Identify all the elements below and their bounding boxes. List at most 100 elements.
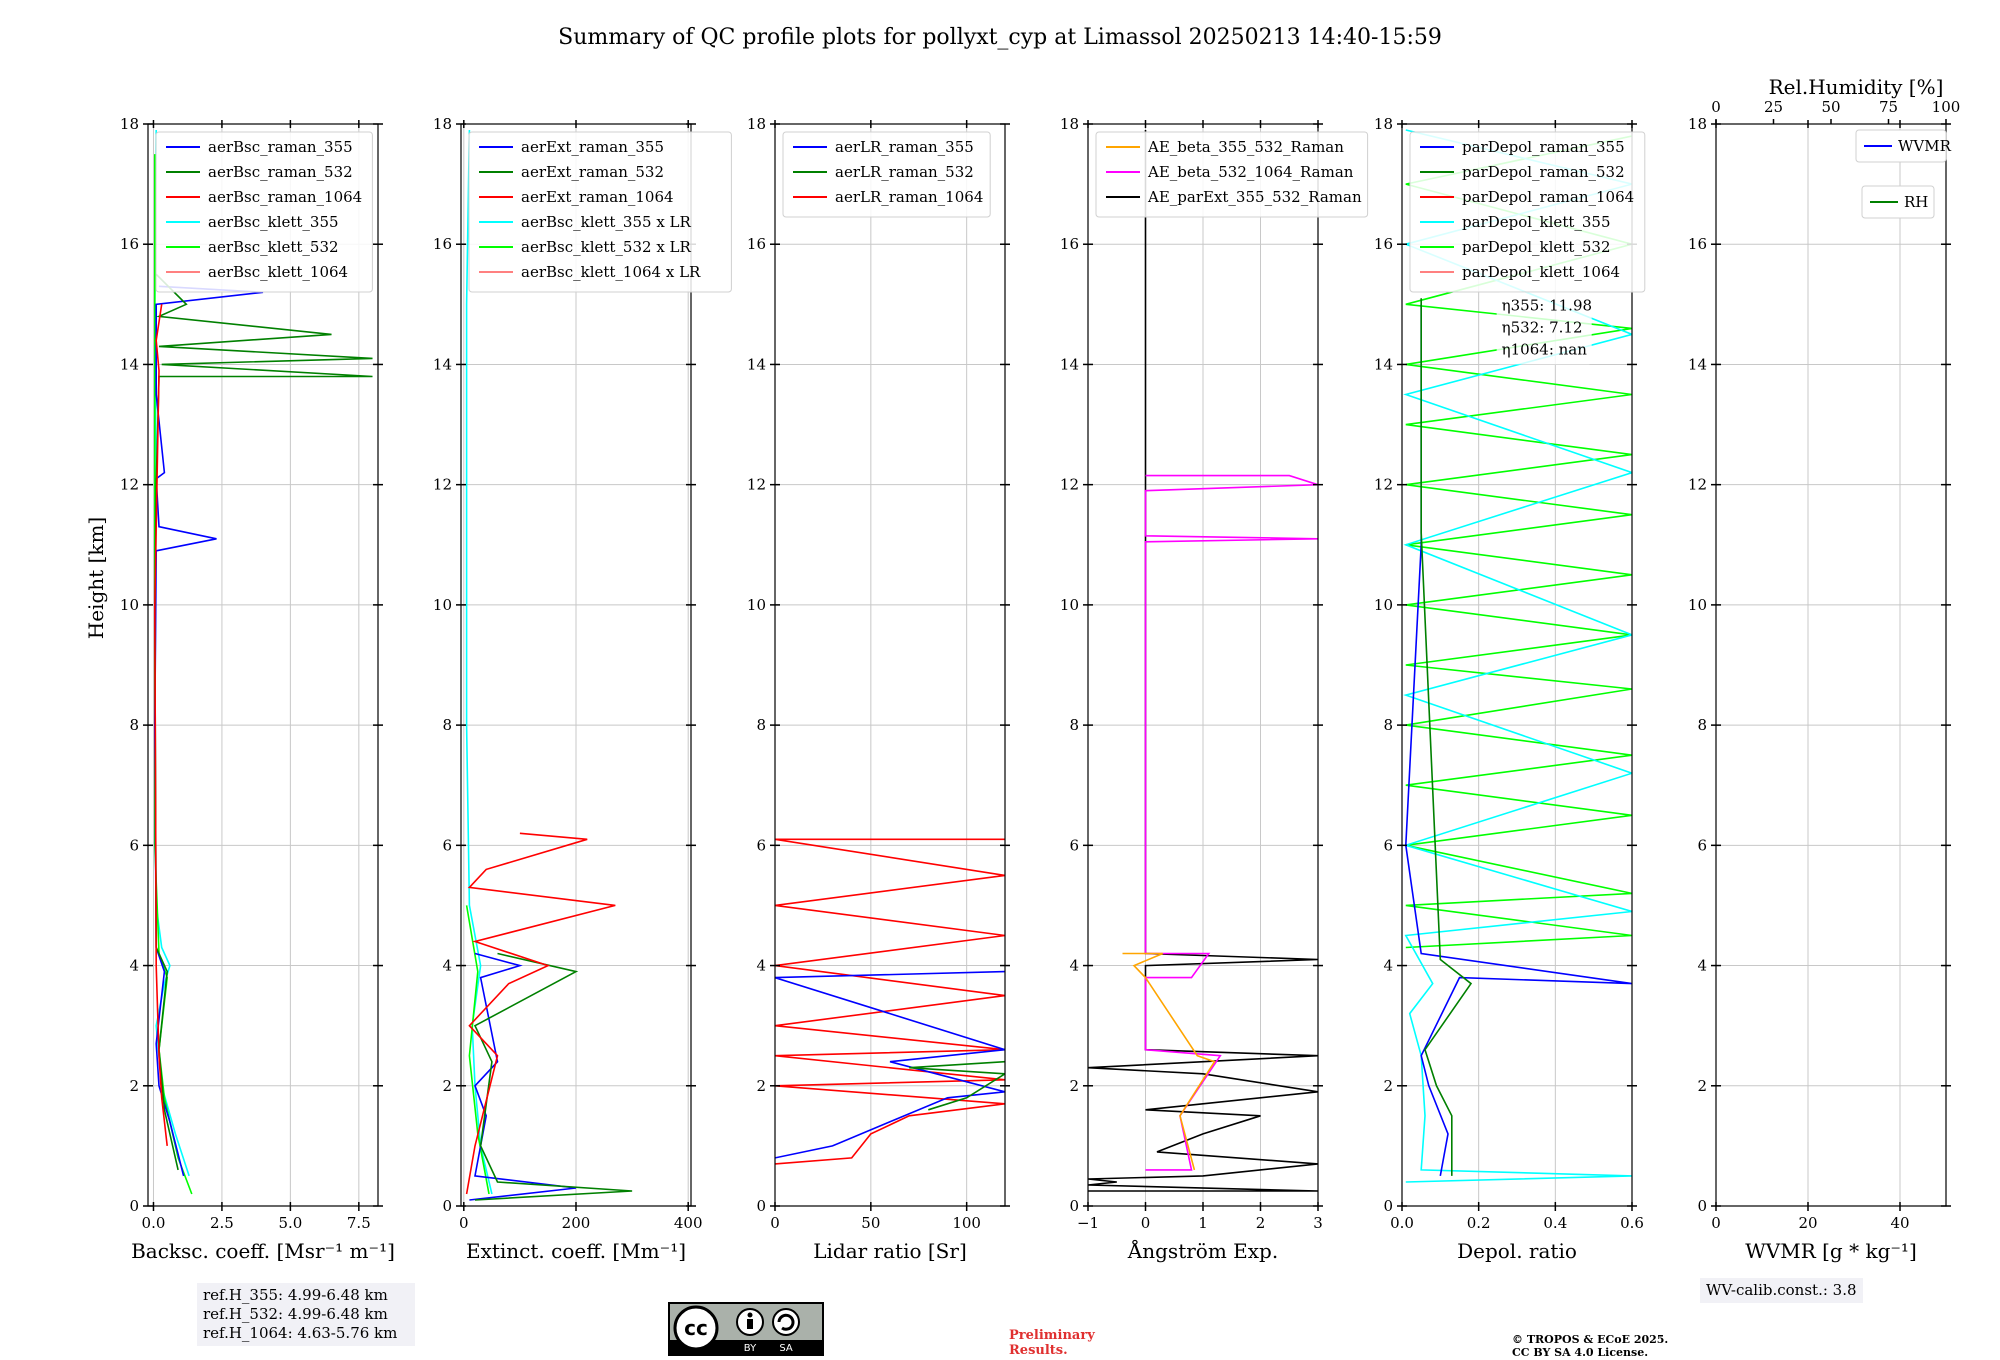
y-tick-label: 4 xyxy=(1069,957,1079,975)
series-aerBsc_raman_355 xyxy=(153,285,264,1177)
legend-label: aerBsc_klett_532 xyxy=(208,238,339,256)
y-tick-label: 2 xyxy=(756,1077,766,1095)
y-tick-label: 8 xyxy=(442,716,452,734)
legend-label: aerBsc_klett_1064 x LR xyxy=(521,263,701,281)
cc-symbol: cc xyxy=(684,1316,708,1340)
y-tick-label: 4 xyxy=(442,957,452,975)
series-group xyxy=(465,129,633,1201)
y-tick-label: 2 xyxy=(1697,1077,1707,1095)
y-tick-label: 10 xyxy=(1688,596,1707,614)
annotation-line: η355: 11.98 xyxy=(1502,296,1592,314)
y-tick-label: 14 xyxy=(747,355,766,373)
y-axis-label: Height [km] xyxy=(84,517,108,639)
y-tick-label: 0 xyxy=(1069,1197,1079,1215)
y-tick-label: 10 xyxy=(433,596,452,614)
legend-label: aerBsc_klett_355 x LR xyxy=(521,213,692,231)
series-aerExt_raman_355 xyxy=(469,952,577,1201)
x-axis-label: Depol. ratio xyxy=(1457,1239,1577,1263)
series-parDepol_raman_532 xyxy=(1420,298,1473,1176)
y-tick-label: 18 xyxy=(747,115,766,133)
legend-label: AE_beta_532_1064_Raman xyxy=(1147,163,1354,181)
legend-label: aerLR_raman_355 xyxy=(835,138,974,156)
top-x-tick-label: 75 xyxy=(1879,98,1898,116)
y-tick-label: 18 xyxy=(1374,115,1393,133)
y-tick-label: 8 xyxy=(129,716,139,734)
x-tick-label: 100 xyxy=(952,1214,981,1232)
series-aerLR_raman_1064 xyxy=(775,838,1005,1165)
preliminary-line-2: Results. xyxy=(1009,1343,1068,1358)
y-tick-label: 2 xyxy=(1069,1077,1079,1095)
y-tick-label: 12 xyxy=(1060,476,1079,494)
axes-frame xyxy=(774,123,1006,1207)
legend-label: aerBsc_raman_355 xyxy=(208,138,353,156)
legend-label-wvmr: WVMR xyxy=(1898,137,1952,155)
series-aerBsc_klett_532 x LR xyxy=(465,905,490,1195)
y-tick-label: 8 xyxy=(1383,716,1393,734)
y-tick-label: 14 xyxy=(1060,355,1079,373)
y-tick-label: 0 xyxy=(1697,1197,1707,1215)
y-tick-label: 6 xyxy=(756,836,766,854)
y-tick-label: 2 xyxy=(442,1077,452,1095)
ref-heights-box: ref.H_355: 4.99-6.48 km ref.H_532: 4.99-… xyxy=(197,1283,415,1346)
y-tick-label: 18 xyxy=(1060,115,1079,133)
y-tick-label: 14 xyxy=(120,355,139,373)
legend-label: parDepol_raman_532 xyxy=(1462,163,1625,181)
series-aerBsc_raman_532 xyxy=(153,273,373,1171)
series-AE_beta_355_532_Raman xyxy=(1122,952,1216,1171)
x-axis-label: Lidar ratio [Sr] xyxy=(813,1239,967,1263)
y-tick-label: 18 xyxy=(433,115,452,133)
y-tick-label: 10 xyxy=(1374,596,1393,614)
top-x-tick-label: 50 xyxy=(1821,98,1840,116)
y-tick-label: 10 xyxy=(1060,596,1079,614)
y-tick-label: 10 xyxy=(120,596,139,614)
x-tick-label: 40 xyxy=(1890,1214,1909,1232)
legend-label-rh: RH xyxy=(1904,193,1928,211)
legend-label: parDepol_raman_355 xyxy=(1462,138,1625,156)
legend-label: parDepol_klett_355 xyxy=(1462,213,1611,231)
preliminary-note: Preliminary Results. xyxy=(1009,1328,1095,1358)
ref-height-1064: ref.H_1064: 4.63-5.76 km xyxy=(203,1324,398,1342)
legend-label: aerExt_raman_355 xyxy=(521,138,664,156)
y-tick-label: 2 xyxy=(129,1077,139,1095)
cc-by-label: BY xyxy=(744,1343,757,1354)
series-aerBsc_raman_1064 xyxy=(153,304,168,1146)
axes-frame xyxy=(147,123,379,1207)
y-tick-label: 4 xyxy=(129,957,139,975)
axes-frame xyxy=(1401,123,1633,1207)
y-tick-label: 16 xyxy=(1374,235,1393,253)
x-axis-label: Backsc. coeff. [Msr⁻¹ m⁻¹] xyxy=(131,1239,395,1263)
x-tick-label: 2 xyxy=(1256,1214,1266,1232)
x-tick-label: 2.5 xyxy=(210,1214,234,1232)
legend-label: parDepol_klett_532 xyxy=(1462,238,1611,256)
series-group xyxy=(1403,129,1632,1183)
legend-label: parDepol_raman_1064 xyxy=(1462,188,1634,206)
copyright-line-2: CC BY SA 4.0 License. xyxy=(1512,1346,1649,1359)
x-tick-label: 5.0 xyxy=(278,1214,302,1232)
legend-box xyxy=(1095,131,1369,218)
sa-share-icon xyxy=(772,1308,800,1336)
x-tick-label: 7.5 xyxy=(347,1214,371,1232)
series-group xyxy=(775,838,1005,1165)
y-tick-label: 12 xyxy=(120,476,139,494)
x-tick-label: 0.4 xyxy=(1543,1214,1567,1232)
y-tick-label: 16 xyxy=(433,235,452,253)
x-tick-label: 0.6 xyxy=(1620,1214,1644,1232)
preliminary-line-1: Preliminary xyxy=(1009,1328,1095,1343)
y-tick-label: 18 xyxy=(120,115,139,133)
y-tick-label: 10 xyxy=(747,596,766,614)
figure-title: Summary of QC profile plots for pollyxt_… xyxy=(558,25,1442,50)
x-tick-label: 0.0 xyxy=(1390,1214,1414,1232)
y-tick-label: 0 xyxy=(129,1197,139,1215)
x-tick-label: 20 xyxy=(1798,1214,1817,1232)
y-tick-label: 12 xyxy=(1688,476,1707,494)
x-tick-label: 200 xyxy=(562,1214,591,1232)
y-tick-label: 16 xyxy=(1688,235,1707,253)
y-tick-label: 6 xyxy=(1697,836,1707,854)
x-tick-label: 1 xyxy=(1198,1214,1208,1232)
y-tick-label: 0 xyxy=(1383,1197,1393,1215)
x-tick-label: 50 xyxy=(861,1214,880,1232)
legend-label: aerExt_raman_1064 xyxy=(521,188,674,206)
series-aerExt_raman_532 xyxy=(473,952,633,1201)
